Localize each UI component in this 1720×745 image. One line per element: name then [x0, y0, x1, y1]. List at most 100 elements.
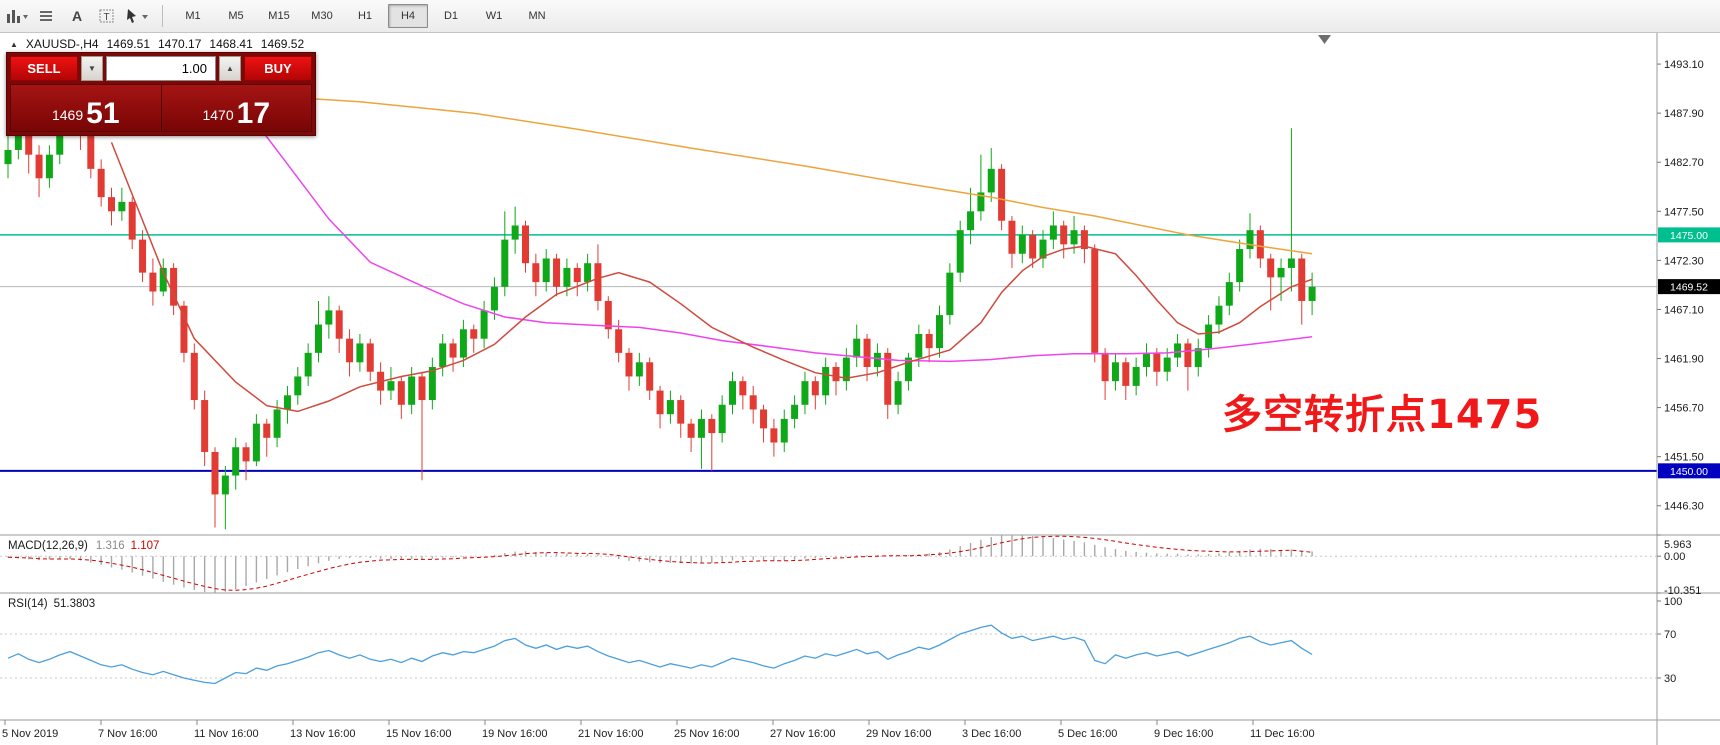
time-axis-label: 9 Dec 16:00	[1154, 728, 1213, 740]
timeframe-m5-button[interactable]: M5	[228, 10, 244, 22]
candle-body	[159, 267, 167, 292]
candle-body	[501, 239, 509, 287]
candle-body	[304, 352, 312, 377]
timeframe-mn-button[interactable]: MN	[528, 10, 546, 22]
candle-body	[946, 272, 954, 316]
candle-body	[666, 400, 674, 415]
symbol-label: XAUUSD-,H4	[25, 37, 99, 51]
candle-body	[729, 381, 736, 405]
timeframe-h1-button[interactable]: H1	[357, 10, 373, 22]
candle-body	[201, 400, 209, 452]
text-box-icon[interactable]: T	[94, 4, 120, 28]
candle-body	[749, 395, 757, 410]
candle-body	[760, 409, 768, 429]
volume-increase-button[interactable]: ▲	[219, 56, 241, 81]
sell-button[interactable]: SELL	[10, 56, 78, 81]
macd-signal-line	[7, 535, 1313, 591]
candle-body	[956, 230, 964, 273]
candle-body	[459, 329, 467, 358]
sell-price-display[interactable]: 1469 51	[11, 85, 161, 131]
candle-body	[1153, 352, 1161, 372]
buy-price-display[interactable]: 1470 17	[162, 85, 312, 131]
price-chip	[1658, 227, 1720, 243]
candle-body	[1029, 234, 1037, 259]
time-axis-label: 7 Nov 16:00	[98, 728, 157, 740]
candle-body	[708, 418, 716, 434]
candle-body	[221, 475, 229, 495]
timeframe-h4-button[interactable]: H4	[388, 4, 428, 28]
candle-body	[1277, 267, 1285, 278]
candle-body	[335, 310, 343, 339]
candle-body	[811, 381, 819, 396]
candle-body	[697, 418, 705, 438]
timeframe-m15-button[interactable]: M15	[268, 10, 290, 22]
candle-body	[252, 423, 260, 462]
indicator-lines-icon[interactable]	[34, 4, 60, 28]
cursor-tool-icon[interactable]	[124, 4, 152, 28]
candle-body	[97, 168, 105, 198]
candle-body	[449, 343, 457, 358]
svg-text:A: A	[72, 8, 82, 24]
time-axis-label: 15 Nov 16:00	[386, 728, 451, 740]
candle-body	[1225, 282, 1233, 306]
chart-shift-marker-icon[interactable]	[1318, 35, 1331, 44]
candle-body	[211, 451, 219, 495]
candle-body	[387, 381, 395, 391]
candle-body	[801, 381, 809, 405]
candle-body	[439, 343, 447, 368]
timeframe-m30-button[interactable]: M30	[311, 10, 333, 22]
candle-body	[967, 211, 975, 231]
buy-button[interactable]: BUY	[244, 56, 312, 81]
candle-body	[532, 263, 540, 283]
candle-body	[242, 447, 250, 462]
candle-body	[904, 357, 912, 382]
time-axis-label: 19 Nov 16:00	[482, 728, 547, 740]
chart-annotation-text[interactable]: 多空转折点1475	[1222, 392, 1543, 438]
volume-decrease-button[interactable]: ▼	[81, 56, 103, 81]
candle-body	[25, 131, 33, 155]
price-display: 1469 51 1470 17	[10, 84, 312, 132]
rsi-axis-label: 70	[1664, 629, 1676, 641]
macd-axis-label: 5.963	[1664, 539, 1692, 551]
macd-axis-label: -10.351	[1664, 585, 1701, 597]
ohlc-low: 1468.41	[209, 37, 253, 51]
timeframe-d1-button[interactable]: D1	[443, 10, 459, 22]
time-axis-label: 27 Nov 16:00	[770, 728, 835, 740]
candle-body	[1174, 343, 1182, 358]
chart-bars-icon[interactable]	[4, 4, 30, 28]
candle-body	[977, 192, 985, 212]
candle-body	[542, 258, 550, 283]
candle-body	[408, 376, 416, 405]
timeframe-w1-button[interactable]: W1	[485, 10, 503, 22]
candle-body	[1267, 258, 1275, 278]
rsi-axis-label: 100	[1664, 596, 1682, 608]
timeframe-m1-button[interactable]: M1	[185, 10, 201, 22]
candle-body	[1039, 239, 1047, 259]
candle-body	[936, 315, 943, 349]
one-click-trading-panel: SELL ▼ ▲ BUY 1469 51 1470 17	[6, 52, 316, 136]
price-axis-label: 1446.30	[1664, 501, 1704, 513]
ma-fast-red-line	[110, 142, 1313, 413]
rsi-label: RSI(14) 51.3803	[8, 598, 95, 610]
candle-body	[118, 201, 126, 212]
candle-body	[511, 225, 519, 240]
candle-body	[232, 447, 240, 476]
candle-body	[294, 376, 302, 396]
volume-input[interactable]	[106, 56, 216, 81]
price-axis-label: 1482.70	[1664, 157, 1704, 169]
candle-body	[108, 197, 115, 212]
text-label-icon[interactable]: A	[64, 4, 90, 28]
candle-body	[915, 333, 923, 358]
price-chip-label: 1469.52	[1670, 282, 1708, 294]
time-axis-label: 11 Dec 16:00	[1250, 728, 1315, 740]
candle-body	[1091, 249, 1099, 353]
price-chip-label: 1475.00	[1670, 230, 1708, 242]
candle-body	[14, 131, 22, 150]
buy-price-main: 1470	[202, 107, 234, 123]
price-axis-label: 1456.70	[1664, 403, 1704, 415]
ohlc-open: 1469.51	[106, 37, 150, 51]
time-axis-label: 11 Nov 16:00	[194, 728, 259, 740]
candle-body	[315, 324, 322, 353]
candle-body	[873, 352, 881, 368]
